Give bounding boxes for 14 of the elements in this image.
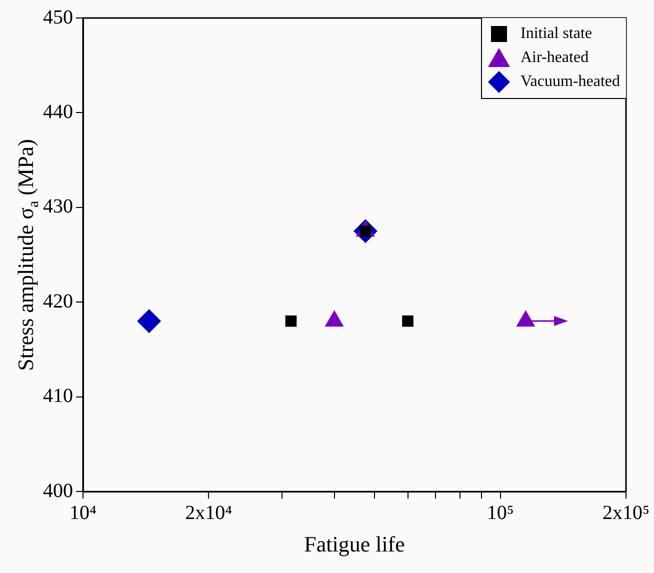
y-tick-label: 430 <box>43 196 73 218</box>
x-axis-title: Fatigue life <box>304 532 405 557</box>
y-tick-label: 410 <box>43 385 73 408</box>
legend-label: Initial state <box>520 25 592 43</box>
x-tick-label: 10⁵ <box>486 502 514 524</box>
legend-label: Vacuum-heated <box>520 73 620 91</box>
y-tick-label: 420 <box>43 290 73 312</box>
x-tick-label: 10⁴ <box>70 502 97 524</box>
y-tick-label: 450 <box>43 6 73 28</box>
x-tick-label: 2x10⁴ <box>185 502 232 524</box>
y-tick-label: 400 <box>43 480 73 502</box>
y-tick-label: 440 <box>43 100 73 123</box>
x-tick-label: 2x10⁵ <box>602 502 650 524</box>
legend-label: Air-heated <box>520 49 589 67</box>
